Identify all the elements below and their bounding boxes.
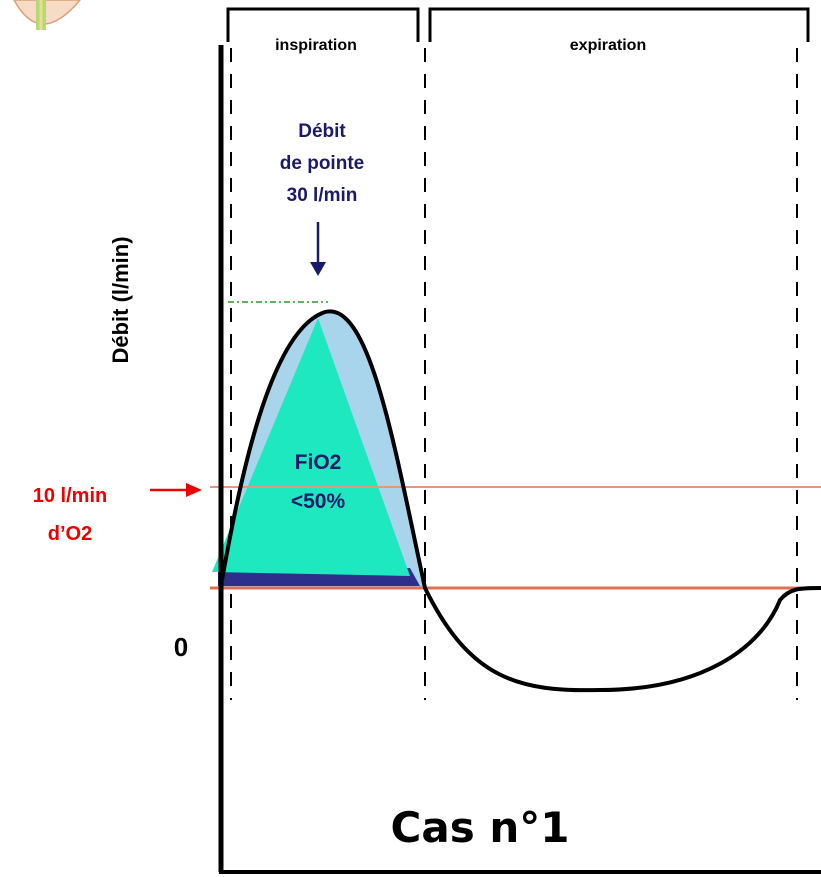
peak-arrow (310, 222, 326, 276)
oxygen-label: 10 l/min d’O2 (33, 485, 107, 545)
phase-label: expiration (570, 37, 646, 54)
phase-dividers (230, 48, 798, 700)
fio2-line-2: <50% (291, 490, 346, 513)
fio2-label: FiO2 <50% (291, 451, 346, 513)
phase-brackets (226, 7, 810, 42)
peak-line-3: 30 l/min (287, 185, 358, 206)
phase-label: inspiration (275, 37, 357, 54)
oxygen-arrow (150, 483, 202, 497)
peak-label: Débit de pointe 30 l/min (280, 121, 364, 206)
oxygen-line-2: d’O2 (48, 523, 92, 545)
peak-line-1: Débit (298, 121, 346, 142)
y-axis-label: Débit (l/min) (108, 236, 133, 363)
oxygen-line-1: 10 l/min (33, 485, 107, 507)
zero-label: 0 (174, 632, 188, 662)
case-title: Cas n°1 (391, 803, 570, 852)
fio2-area (212, 318, 410, 576)
flow-curve (220, 309, 821, 693)
peak-line-2: de pointe (280, 153, 364, 174)
fio2-line-1: FiO2 (295, 451, 342, 474)
logo (13, 0, 81, 30)
